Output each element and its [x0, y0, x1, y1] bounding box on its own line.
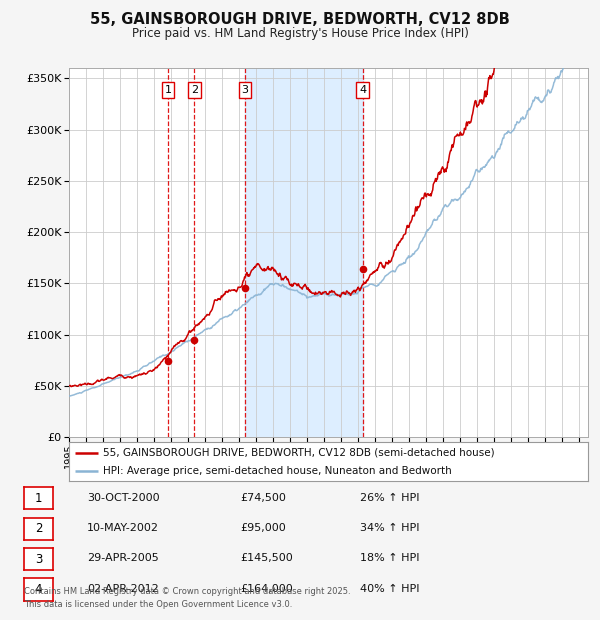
Text: HPI: Average price, semi-detached house, Nuneaton and Bedworth: HPI: Average price, semi-detached house,… — [103, 466, 451, 476]
Text: 18% ↑ HPI: 18% ↑ HPI — [360, 554, 419, 564]
Text: 40% ↑ HPI: 40% ↑ HPI — [360, 584, 419, 594]
Text: 4: 4 — [359, 85, 366, 95]
Text: 55, GAINSBOROUGH DRIVE, BEDWORTH, CV12 8DB (semi-detached house): 55, GAINSBOROUGH DRIVE, BEDWORTH, CV12 8… — [103, 448, 494, 458]
Text: 1: 1 — [35, 492, 42, 505]
Text: 02-APR-2012: 02-APR-2012 — [87, 584, 159, 594]
Text: 26% ↑ HPI: 26% ↑ HPI — [360, 493, 419, 503]
Text: 34% ↑ HPI: 34% ↑ HPI — [360, 523, 419, 533]
Text: 55, GAINSBOROUGH DRIVE, BEDWORTH, CV12 8DB: 55, GAINSBOROUGH DRIVE, BEDWORTH, CV12 8… — [90, 12, 510, 27]
Text: 10-MAY-2002: 10-MAY-2002 — [87, 523, 159, 533]
Text: 2: 2 — [35, 522, 42, 535]
Text: 3: 3 — [241, 85, 248, 95]
Text: £164,000: £164,000 — [240, 584, 293, 594]
Bar — [245, 68, 362, 437]
Text: 1: 1 — [165, 85, 172, 95]
Text: £74,500: £74,500 — [240, 493, 286, 503]
Text: 29-APR-2005: 29-APR-2005 — [87, 554, 159, 564]
Text: £95,000: £95,000 — [240, 523, 286, 533]
Text: 30-OCT-2000: 30-OCT-2000 — [87, 493, 160, 503]
Text: £145,500: £145,500 — [240, 554, 293, 564]
Text: 3: 3 — [35, 552, 42, 565]
Text: Contains HM Land Registry data © Crown copyright and database right 2025.
This d: Contains HM Land Registry data © Crown c… — [24, 587, 350, 609]
Text: Price paid vs. HM Land Registry's House Price Index (HPI): Price paid vs. HM Land Registry's House … — [131, 27, 469, 40]
Text: 2: 2 — [191, 85, 198, 95]
Text: 4: 4 — [35, 583, 42, 596]
